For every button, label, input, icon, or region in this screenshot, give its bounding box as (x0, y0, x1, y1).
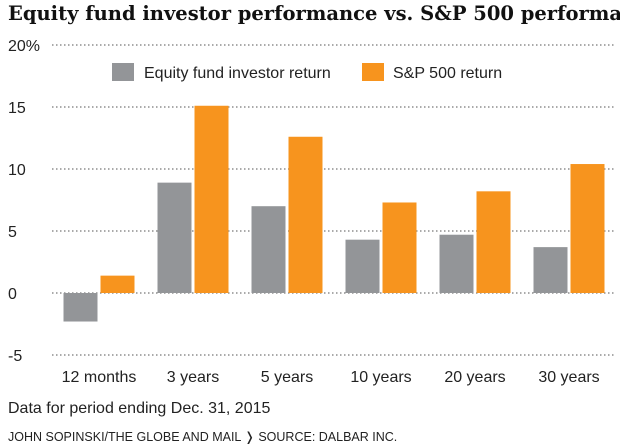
footnote: Data for period ending Dec. 31, 2015 (8, 400, 271, 417)
y-tick-label: 0 (8, 286, 17, 303)
legend-swatch-sp500 (362, 63, 384, 81)
y-tick-label: 10 (8, 162, 26, 179)
bar-sp500 (382, 202, 417, 293)
bar-sp500 (570, 164, 605, 293)
bar-sp500 (288, 136, 323, 293)
legend-label-sp500: S&P 500 return (393, 65, 502, 82)
bar-sp500 (194, 105, 229, 293)
gridlines (52, 44, 616, 356)
x-category-label: 10 years (350, 369, 411, 386)
y-tick-label: 5 (8, 224, 17, 241)
bar-sp500 (100, 275, 135, 293)
x-category-label: 30 years (538, 369, 599, 386)
bars (63, 105, 605, 322)
bar-investor (439, 234, 474, 293)
bar-investor (251, 206, 286, 293)
bar-investor (157, 182, 192, 293)
y-tick-label: -5 (8, 348, 22, 365)
y-tick-label: 20% (8, 38, 40, 55)
x-category-label: 12 months (62, 369, 137, 386)
y-tick-label: 15 (8, 100, 26, 117)
bar-investor (533, 247, 568, 293)
legend: Equity fund investor return S&P 500 retu… (112, 63, 502, 82)
x-axis-categories: 12 months 3 years 5 years 10 years 20 years 3… (62, 369, 600, 386)
x-category-label: 3 years (167, 369, 219, 386)
legend-label-investor: Equity fund investor return (144, 65, 331, 82)
bar-sp500 (476, 191, 511, 293)
legend-swatch-investor (112, 63, 134, 81)
x-category-label: 20 years (444, 369, 505, 386)
credit-line: JOHN SOPINSKI/THE GLOBE AND MAIL ❭ SOURC… (8, 430, 397, 445)
x-category-label: 5 years (261, 369, 313, 386)
y-axis-ticks: -5 0 5 10 15 20% (8, 38, 40, 365)
chart-title: Equity fund investor performance vs. S&P… (8, 2, 620, 25)
bar-investor (345, 239, 380, 293)
bar-investor (63, 293, 98, 322)
